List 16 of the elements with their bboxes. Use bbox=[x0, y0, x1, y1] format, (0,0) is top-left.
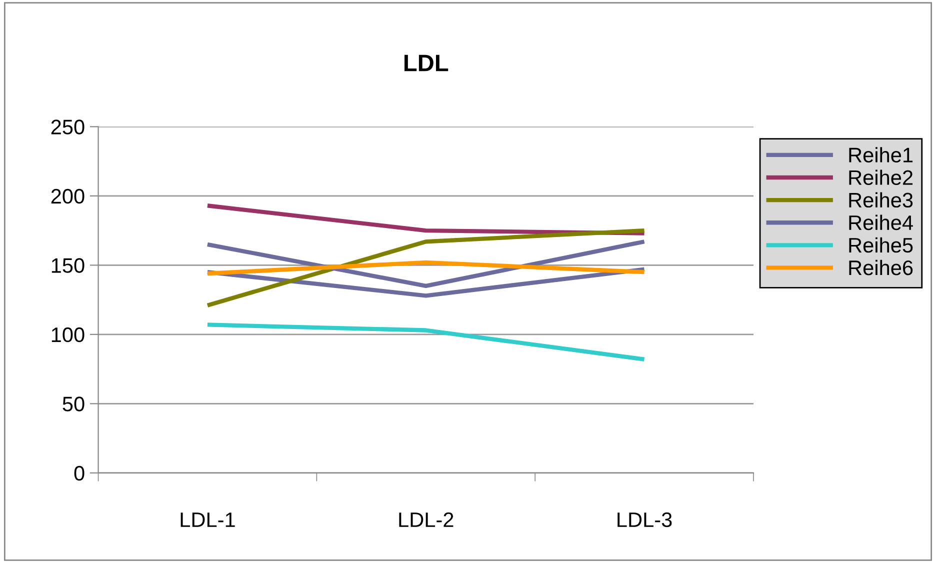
legend-label: Reihe3 bbox=[849, 192, 913, 208]
x-tick-label: LDL-1 bbox=[180, 512, 235, 527]
legend-label: Reihe5 bbox=[849, 237, 913, 253]
legend-label: Reihe6 bbox=[849, 260, 913, 276]
x-tick-label: LDL-2 bbox=[399, 512, 454, 527]
legend-label: Reihe1 bbox=[849, 147, 913, 162]
y-tick-label: 200 bbox=[51, 188, 84, 204]
y-tick-label: 150 bbox=[52, 258, 84, 273]
legend-label: Reihe4 bbox=[849, 214, 913, 230]
y-tick-label: 250 bbox=[51, 120, 84, 134]
y-tick-label: 50 bbox=[62, 396, 84, 412]
chart-title: LDL bbox=[404, 54, 448, 72]
legend-label: Reihe2 bbox=[849, 170, 913, 186]
y-tick-label: 0 bbox=[74, 466, 84, 481]
x-tick-label: LDL-3 bbox=[618, 512, 672, 528]
y-tick-label: 100 bbox=[52, 327, 84, 342]
